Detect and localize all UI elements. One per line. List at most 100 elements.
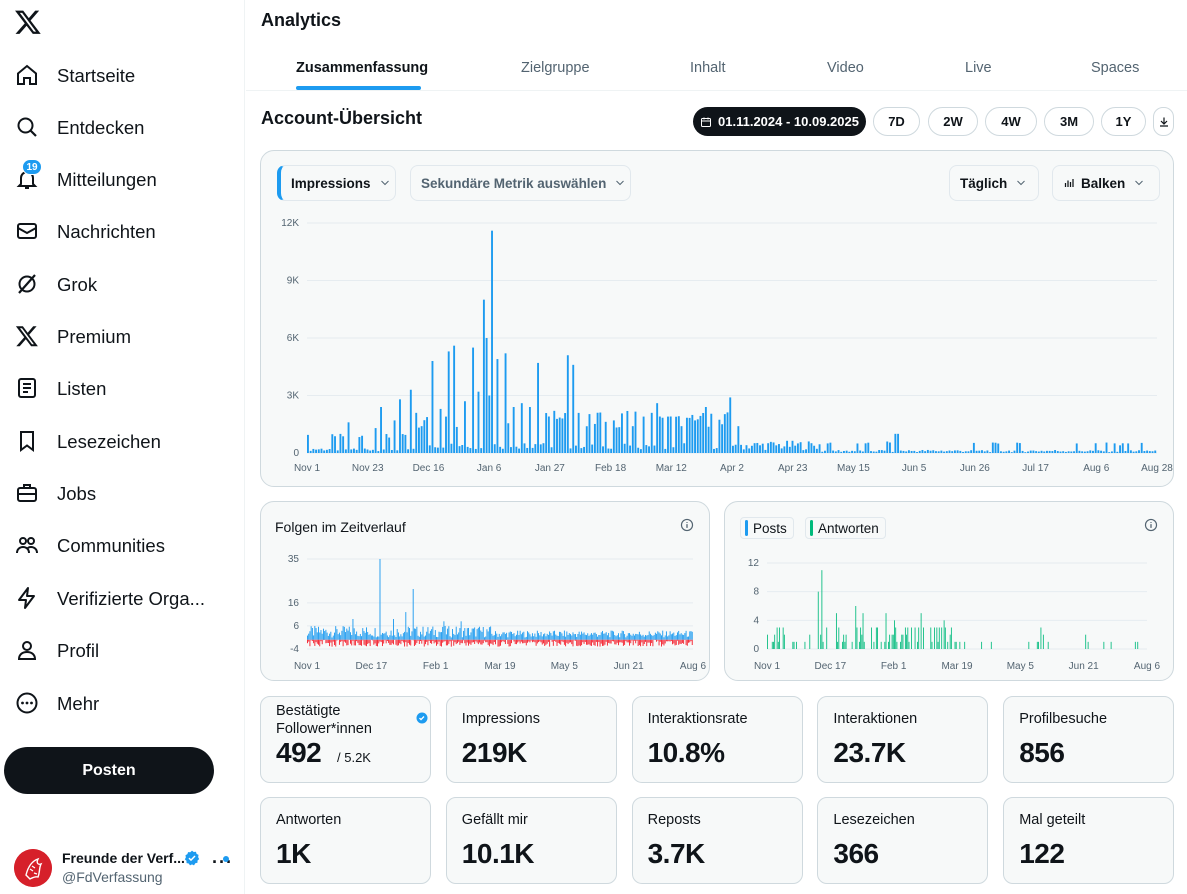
bar-negative <box>589 639 591 646</box>
follow-chart[interactable]: -4 6 16 35 Nov 1 Dec 17 Feb 1 Mar 19 May 5 Jun 21… <box>261 542 709 682</box>
sidebar-item-mitteilungen[interactable]: Mitteilungen 19 <box>0 159 240 199</box>
tab-spaces[interactable]: Spaces <box>1091 60 1140 76</box>
bar <box>796 443 799 453</box>
x-logo-icon[interactable] <box>14 8 42 36</box>
secondary-metric-dropdown[interactable]: Sekundäre Metrik auswählen <box>410 165 631 201</box>
bar-negative <box>442 639 444 643</box>
bar-positive <box>495 631 497 640</box>
bar <box>824 450 826 453</box>
bar-negative <box>522 639 524 644</box>
bar-antworten <box>906 634 908 649</box>
account-switcher[interactable]: Freunde der Verf... @FdVerfassung ··· <box>14 844 239 888</box>
bar-positive <box>307 635 308 640</box>
info-icon[interactable] <box>1144 518 1158 532</box>
interval-dropdown[interactable]: Täglich <box>949 165 1039 201</box>
stat-card-interaktionsrate[interactable]: Interaktionsrate 10.8% <box>631 696 803 783</box>
sidebar-item-grok[interactable]: Grok <box>0 264 240 304</box>
y-tick-label: 16 <box>288 598 300 609</box>
chart-type-dropdown[interactable]: Balken <box>1052 165 1160 201</box>
bar <box>1059 451 1062 453</box>
bar-negative <box>571 639 573 645</box>
metric-dropdown[interactable]: Impressions <box>277 165 396 201</box>
bar <box>626 410 629 453</box>
bar <box>867 442 870 453</box>
more-dots-icon[interactable]: ··· <box>212 852 233 872</box>
stat-card-interaktionen[interactable]: Interaktionen 23.7K <box>817 696 989 783</box>
stat-card-antworten[interactable]: Antworten 1K <box>260 797 431 884</box>
stat-card-impressions[interactable]: Impressions 219K <box>445 696 617 783</box>
tab-inhalt[interactable]: Inhalt <box>690 60 726 76</box>
post-button[interactable]: Posten <box>4 747 214 794</box>
bar-positive <box>534 633 536 640</box>
date-range-button[interactable]: 01.11.2024 - 10.09.2025 <box>693 107 866 136</box>
sidebar-item-mehr[interactable]: Mehr <box>0 683 240 723</box>
legend-antworten[interactable]: Antworten <box>805 517 886 539</box>
sidebar-item-profil[interactable]: Profil <box>0 630 240 670</box>
bar <box>810 443 813 453</box>
sidebar-item-listen[interactable]: Listen <box>0 368 240 408</box>
bar-positive <box>630 634 632 640</box>
bar <box>420 426 423 453</box>
stat-card-profilbesuche[interactable]: Profilbesuche 856 <box>1003 696 1175 783</box>
bar <box>385 434 388 453</box>
bar-positive <box>442 626 444 640</box>
bar-negative <box>384 639 386 641</box>
sidebar-item-nachrichten[interactable]: Nachrichten <box>0 211 240 251</box>
bar-positive <box>669 631 671 640</box>
bar-negative <box>498 639 500 647</box>
bar-positive <box>479 626 481 640</box>
stat-label: Antworten <box>276 812 342 828</box>
sidebar-item-label: Mehr <box>57 693 100 714</box>
tab-zusammenfassung[interactable]: Zusammenfassung <box>296 60 429 76</box>
bar <box>477 391 480 453</box>
sidebar-item-startseite[interactable]: Startseite <box>0 55 240 95</box>
bar-negative <box>421 639 423 644</box>
sidebar-item-premium[interactable]: Premium <box>0 316 240 356</box>
range-7d-button[interactable]: 7D <box>873 107 920 136</box>
bar <box>458 446 461 453</box>
bar-negative <box>354 639 356 646</box>
sidebar-item-lesezeichen[interactable]: Lesezeichen <box>0 421 240 461</box>
range-2w-button[interactable]: 2W <box>928 107 978 136</box>
sidebar-item-label: Profil <box>57 640 100 661</box>
bar-positive <box>491 633 493 640</box>
bar-positive <box>362 628 364 640</box>
range-4w-button[interactable]: 4W <box>985 107 1037 136</box>
range-1y-button[interactable]: 1Y <box>1101 107 1146 136</box>
bar <box>388 437 391 453</box>
content-chart[interactable]: 0 4 8 12 Nov 1 Dec 17 Feb 1 Mar 19 May 5 Jun 21 Au… <box>725 542 1173 682</box>
range-3m-button[interactable]: 3M <box>1044 107 1094 136</box>
bar-negative <box>539 639 541 642</box>
sidebar-item-entdecken[interactable]: Entdecken <box>0 107 240 147</box>
legend-posts[interactable]: Posts <box>740 517 794 539</box>
impressions-chart[interactable]: 0 3K 6K 9K 12K Nov 1 Nov 23 Dec 16 Jan 6 Jan 27 Fe… <box>261 207 1173 487</box>
bar <box>526 447 529 453</box>
sidebar-item-jobs[interactable]: Jobs <box>0 473 240 513</box>
sidebar-item-verifizierte-orga[interactable]: Verifizierte Orga... <box>0 578 240 618</box>
bar-positive <box>562 635 564 640</box>
stat-card-reposts[interactable]: Reposts 3.7K <box>631 797 803 884</box>
bar-negative <box>353 639 355 646</box>
analytics-main: Analytics Zusammenfassung Zielgruppe Inh… <box>246 0 1187 894</box>
bar <box>769 441 772 453</box>
sidebar-item-label: Lesezeichen <box>57 431 161 452</box>
bar-positive <box>472 628 474 640</box>
tab-zielgruppe[interactable]: Zielgruppe <box>521 60 590 76</box>
bar-positive <box>418 636 420 640</box>
download-button[interactable] <box>1153 107 1174 136</box>
bar-antworten <box>954 641 956 649</box>
bar-positive <box>447 628 449 640</box>
stat-card-gefällt-mir[interactable]: Gefällt mir 10.1K <box>445 797 617 884</box>
bar-negative <box>450 639 452 647</box>
bar-positive <box>373 636 375 640</box>
bar-positive <box>456 634 458 640</box>
info-icon[interactable] <box>680 518 694 532</box>
tab-video[interactable]: Video <box>827 60 864 76</box>
stat-card-bestätigte-follower-innen[interactable]: Bestätigte Follower*innen 492 / 5.2K <box>260 696 431 783</box>
bar <box>764 449 767 453</box>
tab-live[interactable]: Live <box>965 60 992 76</box>
stat-card-mal-geteilt[interactable]: Mal geteilt 122 <box>1003 797 1175 884</box>
sidebar-item-communities[interactable]: Communities <box>0 525 240 565</box>
stat-card-lesezeichen[interactable]: Lesezeichen 366 <box>817 797 989 884</box>
bar-negative <box>643 639 645 645</box>
